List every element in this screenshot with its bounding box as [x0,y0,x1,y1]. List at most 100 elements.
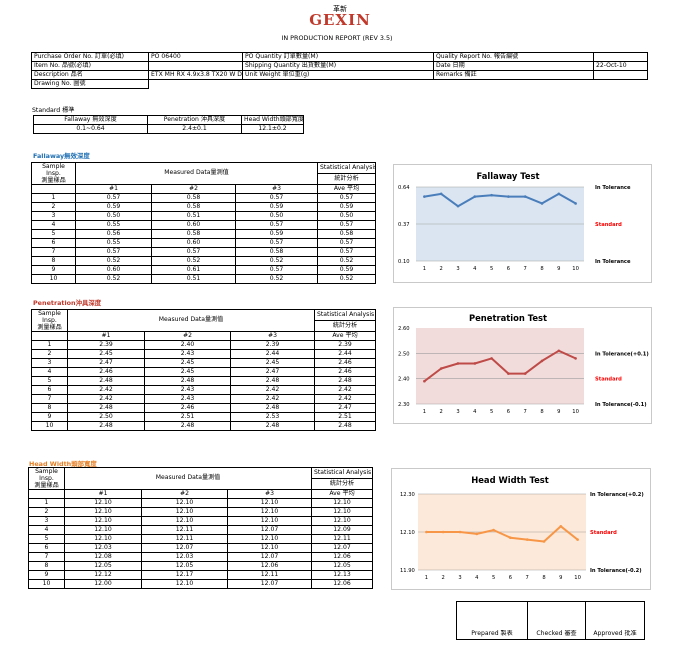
unit-weight-label: Unit Weight 單位重(g) [242,70,434,80]
data-point [423,195,426,198]
standard-fallaway-header: Fallaway 無效深度 [33,115,148,125]
x-tick-label: 9 [559,575,562,581]
average-cell: 0.57 [317,247,377,257]
table-row: 1 12.10 12.10 12.10 12.10 [28,498,374,508]
reference-line-label: In Tolerance(-0.1) [595,402,647,408]
fallaway-chart: Fallaway Test 0.64 0.37 0.10 In Tolerance Sta… [393,164,652,283]
reading-1-cell: 0.57 [75,193,152,203]
average-cell: 2.48 [314,421,377,431]
sample-no-cell: 8 [28,561,65,571]
data-point [540,202,544,205]
col3-header: #3 [229,331,316,341]
date-value: 22-Oct-10 [593,61,648,71]
data-point [458,530,462,534]
col2-header: #2 [141,489,228,499]
standard-fallaway-value: 0.1~0.64 [33,124,148,134]
data-point [425,530,428,534]
stat-header-zh: 統計分析 [314,320,377,332]
x-tick-label: 4 [473,409,477,415]
average-cell: 0.52 [317,274,377,284]
sample-no-cell: 5 [31,376,68,386]
sample-header-zh: 測量樣品 [37,324,62,331]
average-cell: 0.58 [317,229,377,239]
table-row: 8 0.52 0.52 0.52 0.52 [31,256,377,266]
po-value: PO 06400 [148,52,243,62]
sample-no-cell: 3 [31,211,76,221]
x-tick-label: 7 [524,409,527,415]
stat-header-en: Statistical Analysis [317,162,377,174]
table-row: 4 12.10 12.11 12.07 12.09 [28,525,374,535]
x-tick-label: 10 [574,575,581,581]
po-label: Purchase Order No. 訂單(必填) [31,52,149,62]
x-tick-label: 4 [475,575,479,581]
average-cell: 12.09 [311,525,374,535]
reading-1-cell: 12.03 [64,543,142,553]
reading-2-cell: 2.45 [144,367,231,377]
reading-3-cell: 0.57 [234,220,319,230]
reading-1-cell: 0.55 [75,238,152,248]
table-row: 9 2.50 2.51 2.53 2.51 [31,412,377,422]
reading-1-cell: 2.46 [67,367,145,377]
item-value [148,61,243,71]
reading-3-cell: 0.52 [234,274,319,284]
y-tick-label: 2.50 [398,351,410,357]
chart-title: Penetration Test [469,313,547,323]
reading-2-cell: 0.51 [151,211,236,221]
table-row: 1 2.39 2.40 2.39 2.39 [31,340,377,350]
x-tick-label: 3 [456,409,459,415]
average-cell: 0.50 [317,211,377,221]
x-tick-label: 5 [490,266,493,272]
table-row: 6 2.42 2.43 2.42 2.42 [31,385,377,395]
data-point [525,538,529,541]
reading-2-cell: 0.57 [151,247,236,257]
y-tick-label: 12.10 [400,530,415,536]
table-row: 8 2.48 2.46 2.48 2.47 [31,403,377,413]
data-point [540,359,544,363]
table-row: 3 12.10 12.10 12.10 12.10 [28,516,374,526]
reading-1-cell: 12.10 [64,507,142,517]
reading-2-cell: 2.45 [144,358,231,368]
headwidth-measurement-table: Sample Insp. 測量樣品 Measured Data量測值 Statisti… [28,467,374,589]
table-row: 5 0.56 0.58 0.59 0.58 [31,229,377,239]
reading-1-cell: 0.52 [75,256,152,266]
description-value: ETX MH RX 4.9x3.8 TX20 W DC [148,70,243,80]
reference-line-label: Standard [590,530,617,536]
measured-header: Measured Data量測值 [66,309,316,332]
average-cell: 2.46 [314,367,377,377]
y-tick-label: 0.10 [398,259,410,265]
table-row: 2 2.45 2.43 2.44 2.44 [31,349,377,359]
table-row: 10 0.52 0.51 0.52 0.52 [31,274,377,284]
approved-sign-box [585,601,645,630]
sample-no-cell: 2 [31,202,76,212]
order-info-table: Purchase Order No. 訂單(必填) PO 06400 PO Qu… [31,52,648,89]
x-tick-label: 10 [572,266,579,272]
reading-2-cell: 12.05 [141,561,228,571]
chart-title: Fallaway Test [476,171,539,181]
sample-no-cell: 7 [28,552,65,562]
headwidth-chart-svg: Head Width Test 12.30 12.10 11.90 In Toleran… [400,475,644,581]
logo-top-text: 革新 [333,5,347,13]
reading-1-cell: 12.10 [64,525,142,535]
average-cell: 12.10 [311,498,374,508]
y-tick-label: 12.30 [400,492,415,498]
sample-no-cell: 1 [31,193,76,203]
reading-2-cell: 0.52 [151,256,236,266]
stat-header-zh: 統計分析 [317,173,377,185]
y-tick-label: 0.37 [398,222,410,228]
sample-no-cell: 4 [31,367,68,377]
penetration-measurement-table: Sample Insp. 測量樣品 Measured Data量測值 Statisti… [31,309,377,431]
reading-1-cell: 2.42 [67,385,145,395]
average-cell: 2.44 [314,349,377,359]
average-cell: 2.51 [314,412,377,422]
average-cell: 2.42 [314,394,377,404]
sample-no-cell: 8 [31,256,76,266]
x-tick-label: 9 [557,409,560,415]
x-tick-label: 9 [557,266,560,272]
reference-line-label: In Tolerance(+0.2) [590,492,644,498]
sample-no-cell: 9 [31,265,76,275]
reading-2-cell: 0.61 [151,265,236,275]
sample-no-cell: 1 [31,340,68,350]
reading-3-cell: 2.48 [229,376,316,386]
data-point [490,357,493,360]
table-row: 6 12.03 12.07 12.10 12.07 [28,543,374,553]
